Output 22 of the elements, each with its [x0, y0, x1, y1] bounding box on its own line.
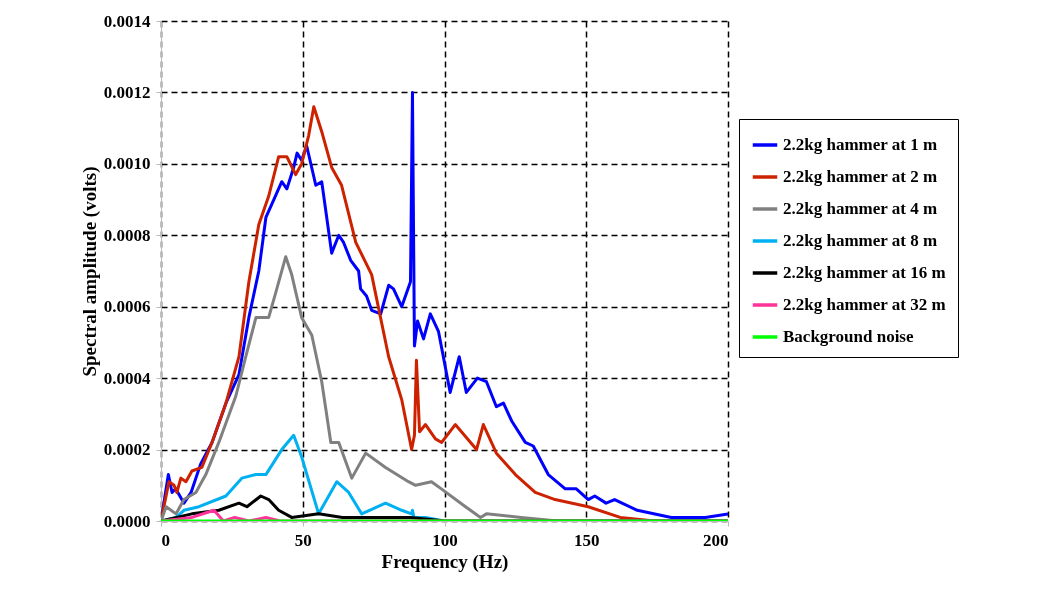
legend-label: 2.2kg hammer at 1 m: [783, 135, 938, 154]
legend-label: 2.2kg hammer at 2 m: [783, 167, 938, 186]
x-axis-title: Frequency (Hz): [381, 550, 509, 573]
x-tick-label: 150: [574, 530, 600, 550]
legend-label: 2.2kg hammer at 4 m: [783, 199, 938, 218]
x-tick-label: 50: [294, 530, 312, 550]
legend-label: 2.2kg hammer at 8 m: [783, 231, 938, 250]
y-tick-label: 0.0002: [103, 440, 151, 460]
legend-label: 2.2kg hammer at 32 m: [783, 295, 946, 314]
y-tick-label: 0.0004: [103, 368, 151, 388]
y-tick-label: 0.0000: [103, 511, 151, 531]
y-tick-label: 0.0006: [103, 297, 151, 317]
x-tick-label: 100: [432, 530, 458, 550]
legend-label: Background noise: [783, 327, 914, 346]
y-tick-label: 0.0014: [103, 11, 151, 31]
y-tick-label: 0.0010: [103, 154, 151, 174]
x-tick-label: 200: [703, 530, 729, 550]
y-tick-label: 0.0012: [103, 82, 151, 102]
x-tick-label: 0: [161, 530, 170, 550]
legend-label: 2.2kg hammer at 16 m: [783, 263, 946, 282]
y-axis-title: Spectral amplitude (volts): [78, 166, 101, 377]
y-tick-label: 0.0008: [103, 225, 151, 245]
